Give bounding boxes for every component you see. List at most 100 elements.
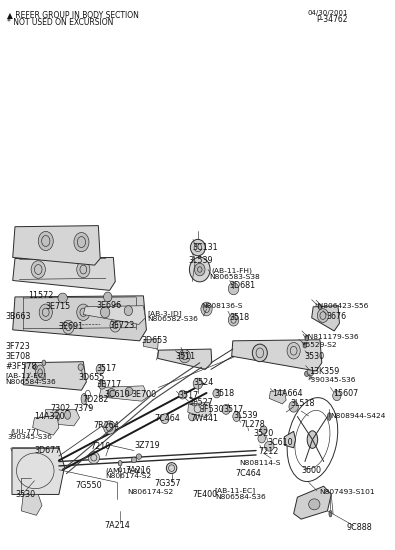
Text: 3C131: 3C131: [192, 243, 218, 251]
Text: 3L539: 3L539: [233, 411, 258, 421]
Ellipse shape: [201, 302, 212, 316]
Polygon shape: [284, 431, 295, 448]
Text: 3D677: 3D677: [34, 446, 61, 455]
Ellipse shape: [307, 367, 314, 376]
Text: 3E696: 3E696: [97, 301, 122, 310]
Polygon shape: [13, 226, 100, 265]
Ellipse shape: [333, 390, 341, 400]
Text: 13K359: 13K359: [308, 367, 339, 376]
Text: 3E700: 3E700: [132, 390, 156, 399]
Text: 3F527: 3F527: [188, 398, 213, 408]
Text: 3D655: 3D655: [78, 372, 104, 382]
Text: 3518: 3518: [229, 314, 249, 322]
Text: 3676: 3676: [327, 312, 347, 321]
Text: 9C888: 9C888: [346, 523, 372, 532]
Text: 3511: 3511: [175, 351, 195, 361]
Ellipse shape: [190, 239, 205, 256]
Text: 7212: 7212: [258, 447, 279, 456]
Text: N806584-S36: N806584-S36: [215, 494, 265, 499]
Text: 3517: 3517: [96, 364, 117, 373]
Text: N807493-S101: N807493-S101: [319, 490, 375, 495]
Ellipse shape: [289, 401, 298, 412]
Ellipse shape: [307, 431, 318, 448]
Text: 7G357: 7G357: [155, 479, 181, 488]
Text: 3530: 3530: [304, 351, 324, 361]
Ellipse shape: [260, 426, 267, 433]
Ellipse shape: [100, 307, 110, 318]
Ellipse shape: [96, 365, 104, 375]
Ellipse shape: [78, 364, 83, 371]
Ellipse shape: [103, 292, 112, 302]
Ellipse shape: [64, 410, 71, 419]
Polygon shape: [143, 339, 158, 349]
Text: 3517: 3517: [179, 391, 199, 400]
Text: N808114-S: N808114-S: [239, 460, 280, 466]
Polygon shape: [158, 349, 212, 370]
Polygon shape: [21, 494, 42, 515]
Text: 3F530: 3F530: [200, 405, 224, 415]
Text: 7302: 7302: [50, 404, 71, 414]
Ellipse shape: [125, 387, 133, 395]
Text: 3C610: 3C610: [267, 438, 293, 447]
Ellipse shape: [228, 314, 239, 326]
Text: 7379: 7379: [73, 404, 94, 414]
Text: 3E717: 3E717: [97, 379, 122, 389]
Ellipse shape: [213, 389, 220, 398]
Text: 3L518: 3L518: [291, 399, 315, 409]
Ellipse shape: [305, 371, 309, 377]
Text: 7A216: 7A216: [125, 466, 151, 475]
Ellipse shape: [287, 343, 300, 359]
Ellipse shape: [305, 336, 308, 341]
Polygon shape: [312, 306, 339, 331]
Ellipse shape: [118, 468, 122, 472]
Ellipse shape: [110, 319, 120, 332]
Ellipse shape: [303, 343, 307, 348]
Text: N806582-S36: N806582-S36: [147, 316, 198, 322]
Text: N806584-S36: N806584-S36: [5, 379, 56, 385]
Text: 15607: 15607: [333, 389, 358, 398]
Text: 3600: 3600: [301, 466, 321, 475]
Text: 3D653: 3D653: [141, 336, 167, 345]
Polygon shape: [232, 340, 322, 371]
Text: 3518: 3518: [215, 389, 235, 398]
Ellipse shape: [188, 412, 196, 421]
Ellipse shape: [38, 232, 53, 251]
Text: 3517: 3517: [223, 405, 243, 414]
Ellipse shape: [228, 283, 239, 295]
Text: *N806423-S56: *N806423-S56: [315, 302, 369, 309]
Text: 7C464: 7C464: [154, 414, 180, 423]
Text: (AM-15-N): (AM-15-N): [105, 467, 143, 474]
Ellipse shape: [88, 452, 100, 464]
Text: 3530: 3530: [15, 490, 35, 499]
Ellipse shape: [63, 320, 74, 334]
Polygon shape: [269, 390, 286, 404]
Text: * NOT USED ON EXCURSION: * NOT USED ON EXCURSION: [8, 18, 114, 27]
Ellipse shape: [327, 412, 331, 420]
Polygon shape: [83, 306, 145, 324]
Text: 7210: 7210: [90, 442, 110, 450]
Polygon shape: [44, 409, 79, 426]
Ellipse shape: [33, 365, 37, 370]
Text: (AB-11-FH): (AB-11-FH): [212, 267, 253, 274]
Ellipse shape: [233, 411, 240, 421]
Ellipse shape: [161, 414, 169, 424]
Text: #3F578: #3F578: [5, 362, 37, 371]
Text: N806174-S2: N806174-S2: [128, 490, 174, 495]
Ellipse shape: [308, 499, 320, 510]
Ellipse shape: [74, 233, 89, 252]
Text: 7D282: 7D282: [83, 395, 109, 404]
Text: *5529-S2: *5529-S2: [303, 342, 337, 348]
Text: [AB-11-EC]: [AB-11-EC]: [215, 487, 256, 494]
Text: 7E400: 7E400: [192, 490, 217, 499]
Ellipse shape: [77, 261, 90, 278]
Text: [AB-11-EC]: [AB-11-EC]: [5, 372, 46, 379]
Text: 7C464: 7C464: [235, 469, 261, 478]
Text: 14A664: 14A664: [273, 389, 303, 398]
Text: N806174-S2: N806174-S2: [105, 474, 151, 480]
Text: 3524: 3524: [193, 378, 213, 387]
Polygon shape: [13, 296, 147, 341]
Ellipse shape: [112, 304, 122, 317]
Ellipse shape: [258, 434, 265, 443]
Ellipse shape: [42, 360, 46, 366]
Text: 390345-S36: 390345-S36: [8, 434, 52, 441]
